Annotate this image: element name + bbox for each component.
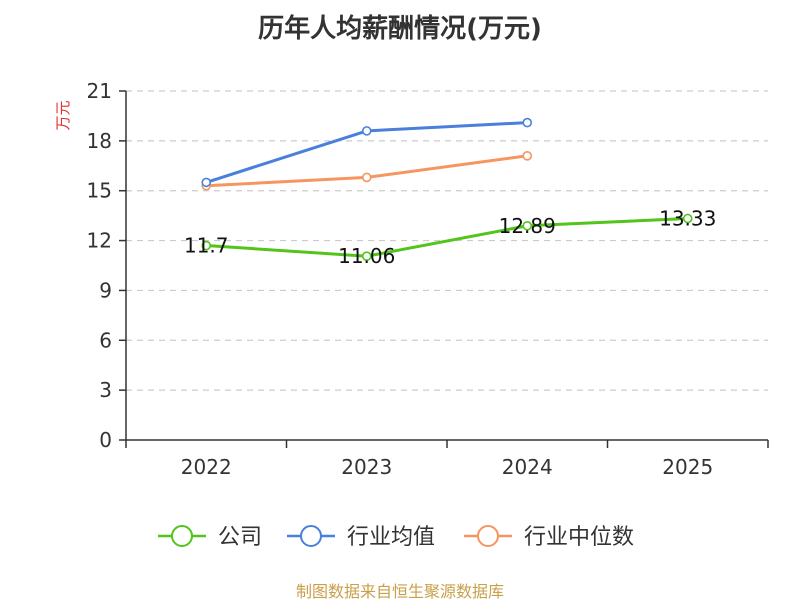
series-line-0 (206, 216, 688, 258)
legend-swatch-marker (300, 525, 322, 547)
chart-title: 历年人均薪酬情况(万元) (258, 14, 542, 44)
data-point (361, 126, 372, 136)
legend-label: 公司 (218, 525, 262, 550)
legend-swatch-marker (477, 525, 499, 547)
y-tick-label: 3 (99, 378, 112, 402)
x-tick-label: 2022 (181, 455, 232, 479)
y-tick-label: 21 (87, 79, 112, 103)
y-tick-label: 15 (87, 179, 112, 203)
data-point (682, 213, 693, 224)
data-point (361, 251, 372, 261)
data-point (522, 117, 533, 128)
y-axis-label: 万元 (54, 100, 72, 130)
x-tick-label: 2025 (662, 455, 713, 479)
data-point (201, 177, 212, 188)
data-label: 13.33 (659, 206, 716, 230)
y-tick-label: 9 (99, 278, 112, 302)
data-labels: 11.7 11.06 12.89 13.33 (184, 206, 716, 268)
x-tick-label: 2024 (502, 455, 553, 479)
y-tick-label: 6 (99, 328, 112, 352)
data-point (522, 220, 533, 231)
legend-label: 行业中位数 (524, 525, 634, 550)
data-label: 11.7 (184, 234, 229, 258)
data-point (522, 151, 533, 161)
legend-swatch-marker (171, 525, 193, 547)
y-tick-label: 0 (99, 428, 112, 452)
legend: 公司 行业均值 行业中位数 (158, 525, 634, 550)
data-point (361, 172, 372, 183)
source-note: 制图数据来自恒生聚源数据库 (295, 582, 504, 601)
legend-label: 行业均值 (347, 525, 435, 550)
axes: 0 3 6 9 12 15 18 21 2022 2023 2024 2025 万元 (54, 79, 769, 479)
data-point (201, 240, 212, 251)
series-lines (201, 117, 693, 261)
y-tick-label: 18 (87, 129, 112, 153)
data-label: 11.06 (338, 244, 395, 268)
y-tick-label: 12 (87, 229, 112, 253)
data-label: 12.89 (499, 214, 556, 238)
x-tick-label: 2023 (341, 455, 392, 479)
